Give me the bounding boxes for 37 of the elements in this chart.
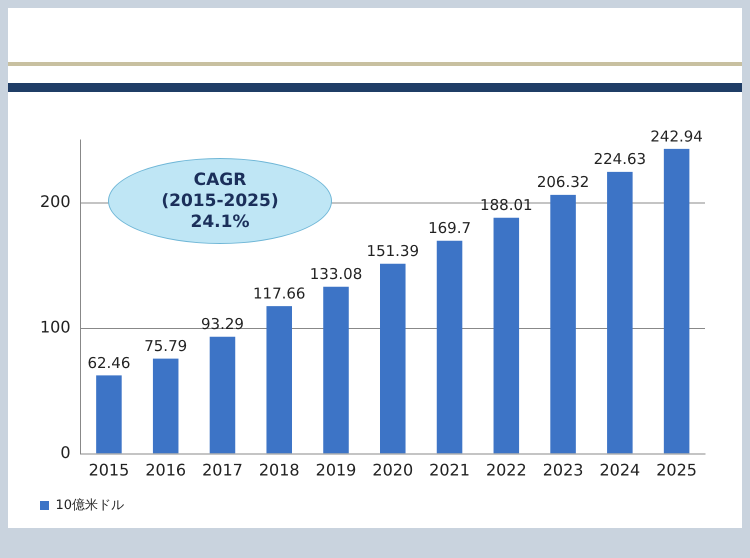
bar	[266, 306, 292, 454]
bar	[494, 218, 520, 454]
legend-label: 10億米ドル	[56, 498, 124, 513]
bar	[96, 375, 122, 454]
bar	[607, 172, 633, 454]
x-tick-label: 2017	[202, 460, 243, 480]
bar	[323, 286, 349, 454]
data-label: 242.94	[650, 127, 703, 146]
bar	[550, 194, 576, 454]
x-tick-label: 2019	[316, 460, 356, 480]
x-tick-label: 2024	[599, 460, 640, 480]
data-label: 93.29	[200, 315, 244, 334]
y-tick-label: 200	[40, 192, 71, 211]
bar	[436, 240, 462, 454]
y-tick-label: 100	[40, 317, 71, 336]
data-label: 188.01	[480, 196, 533, 214]
x-tick-label: 2016	[145, 460, 186, 480]
data-label: 169.7	[428, 219, 472, 238]
x-tick-label: 2025	[656, 460, 697, 480]
x-tick-label: 2022	[486, 460, 527, 480]
x-tick-label: 2023	[542, 460, 584, 480]
data-label: 117.66	[252, 284, 306, 303]
data-label: 133.08	[310, 265, 362, 284]
data-label: 224.63	[594, 150, 646, 168]
x-tick-label: 2020	[372, 460, 414, 480]
bar	[664, 148, 690, 454]
data-label: 151.39	[366, 242, 420, 260]
data-label: 62.46	[87, 354, 130, 372]
bar	[210, 336, 236, 454]
bar	[152, 358, 178, 454]
x-tick-label: 2021	[429, 460, 470, 480]
data-label: 75.79	[144, 337, 188, 356]
x-tick-label: 2015	[88, 460, 130, 480]
bar	[380, 264, 406, 454]
x-tick-label: 2018	[258, 460, 300, 480]
data-label: 206.32	[536, 173, 590, 192]
y-tick-label: 0	[60, 442, 71, 462]
